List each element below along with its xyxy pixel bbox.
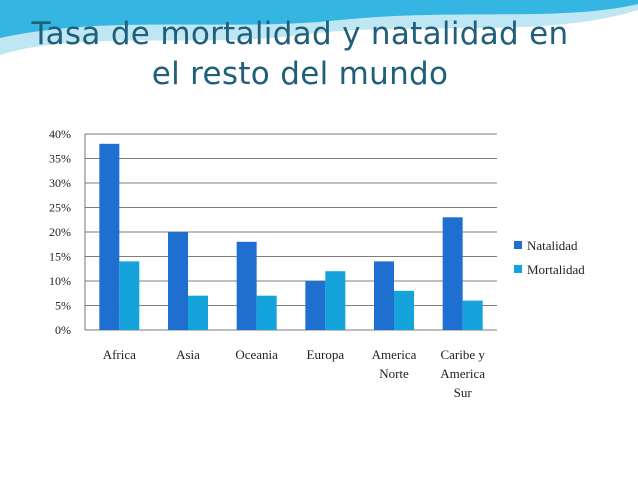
bar-mortalidad (394, 290, 414, 330)
bar-natalidad (374, 261, 394, 330)
bar-mortalidad (325, 271, 346, 330)
y-tick-label: 30% (49, 176, 71, 190)
y-tick-label: 10% (49, 274, 71, 288)
x-tick-label: Asia (176, 347, 200, 362)
y-tick-label: 40% (49, 127, 71, 141)
x-tick-label: Oceania (235, 347, 278, 362)
wave-dark-shape (0, 0, 638, 38)
legend-swatch-natalidad (514, 241, 522, 249)
bar-mortalidad (188, 295, 208, 330)
slide-title-line-1: Tasa de mortalidad y natalidad en (31, 16, 569, 52)
x-tick-label: Caribe y America Sur (440, 347, 485, 400)
bar-mortalidad (462, 300, 483, 330)
x-tick-label: Africa (103, 347, 136, 362)
bar-mortalidad (119, 261, 140, 330)
y-tick-label: 5% (55, 299, 71, 313)
header-wave-decoration (0, 0, 638, 55)
legend-swatch-mortalidad (514, 265, 522, 273)
slide-title-line-2: el resto del mundo (151, 56, 449, 92)
x-tick-label: America Norte (372, 347, 417, 381)
bar-natalidad (99, 143, 120, 330)
y-tick-label: 15% (49, 250, 71, 264)
legend-label-mortalidad: Mortalidad (527, 262, 585, 277)
bar-natalidad (236, 241, 257, 330)
y-tick-label: 35% (49, 152, 71, 166)
y-tick-label: 20% (49, 225, 71, 239)
x-tick-label: Europa (307, 347, 345, 362)
bar-natalidad (305, 281, 326, 330)
legend-label-natalidad: Natalidad (527, 238, 578, 253)
bar-mortalidad (256, 295, 277, 330)
bar-natalidad (442, 217, 463, 330)
y-tick-label: 25% (49, 201, 71, 215)
bar-natalidad (168, 232, 188, 330)
slide-title: Tasa de mortalidad y natalidad en el res… (20, 14, 580, 94)
y-tick-label: 0% (55, 323, 71, 337)
